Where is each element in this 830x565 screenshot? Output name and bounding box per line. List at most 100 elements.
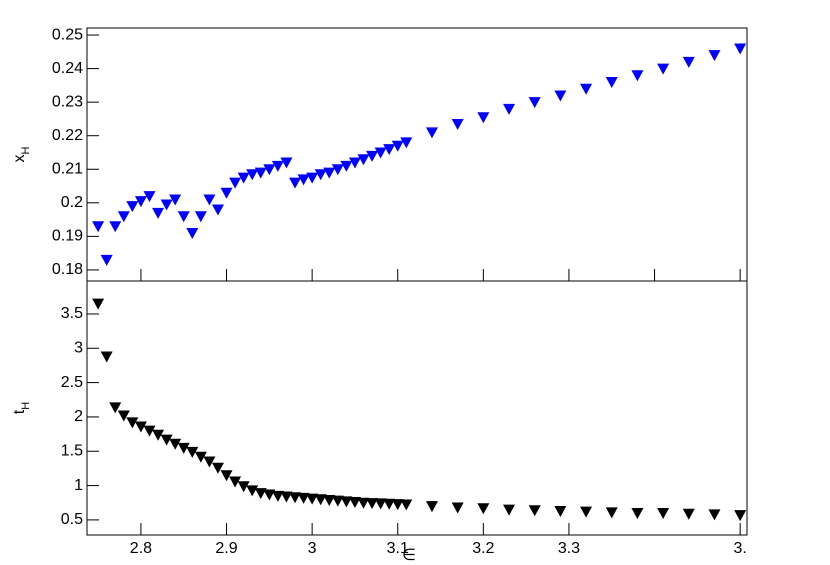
marker — [477, 112, 490, 124]
marker — [314, 494, 327, 506]
y-tick-label: 1 — [74, 477, 83, 494]
marker — [477, 503, 490, 515]
marker — [708, 50, 721, 62]
marker — [203, 456, 216, 468]
y-tick-label: 0.18 — [52, 261, 83, 278]
marker — [169, 194, 182, 206]
marker — [229, 476, 242, 488]
marker — [331, 164, 344, 176]
marker — [194, 211, 207, 223]
marker — [169, 438, 182, 450]
plot-frame — [86, 27, 748, 282]
marker — [605, 507, 618, 519]
y-tick-label: 0.19 — [52, 228, 83, 245]
marker — [391, 140, 404, 152]
marker — [289, 177, 302, 189]
marker — [357, 497, 370, 509]
marker — [92, 221, 105, 233]
marker — [280, 491, 293, 503]
marker — [143, 425, 156, 437]
marker — [605, 77, 618, 89]
marker — [306, 493, 319, 505]
marker — [528, 505, 541, 517]
marker — [425, 127, 438, 139]
marker — [100, 254, 113, 266]
marker — [425, 501, 438, 513]
marker — [580, 83, 593, 95]
x-tick-label: 3 — [308, 540, 317, 557]
marker — [682, 56, 695, 68]
marker — [374, 147, 387, 159]
marker — [92, 298, 105, 310]
marker — [348, 157, 361, 169]
marker — [631, 70, 644, 82]
marker — [503, 103, 516, 115]
marker — [186, 446, 199, 458]
marker — [657, 508, 670, 520]
marker — [383, 498, 396, 510]
marker — [734, 43, 747, 55]
marker — [580, 506, 593, 518]
marker — [682, 508, 695, 520]
marker — [143, 191, 156, 203]
marker — [554, 90, 567, 102]
marker — [400, 137, 413, 149]
marker — [134, 421, 147, 433]
marker — [134, 196, 147, 208]
marker — [306, 172, 319, 184]
y-axis-label-main: x — [11, 154, 28, 162]
marker — [194, 451, 207, 463]
marker — [451, 118, 464, 130]
y-tick-label: 0.5 — [61, 511, 83, 528]
marker — [117, 211, 130, 223]
marker — [280, 157, 293, 169]
marker — [383, 144, 396, 156]
marker — [160, 199, 173, 211]
marker — [400, 499, 413, 511]
x-tick-label: 2.8 — [130, 540, 152, 557]
marker — [126, 417, 139, 429]
marker — [237, 481, 250, 493]
marker — [177, 442, 190, 454]
marker — [297, 492, 310, 504]
x-tick-label: 3. — [733, 540, 746, 557]
x-tick-label: 2.9 — [215, 540, 237, 557]
y-tick-label: 0.25 — [52, 26, 83, 43]
marker — [126, 201, 139, 213]
marker — [271, 490, 284, 502]
marker — [254, 167, 267, 179]
y-tick-label: 3 — [74, 339, 83, 356]
marker — [109, 402, 122, 414]
marker — [323, 494, 336, 506]
marker — [503, 504, 516, 516]
marker — [211, 462, 224, 474]
x-axis-label: ∈ — [402, 547, 416, 564]
marker — [314, 169, 327, 181]
marker — [186, 228, 199, 240]
y-axis-label: xH — [11, 146, 32, 162]
y-tick-label: 0.23 — [52, 93, 83, 110]
marker — [229, 177, 242, 189]
marker — [708, 509, 721, 521]
y-tick-label: 1.5 — [61, 442, 83, 459]
marker — [297, 174, 310, 186]
marker — [100, 351, 113, 363]
y-tick-label: 3.5 — [61, 305, 83, 322]
marker — [263, 164, 276, 176]
marker — [237, 172, 250, 184]
marker — [391, 499, 404, 511]
marker — [323, 167, 336, 179]
marker — [357, 154, 370, 166]
marker — [340, 496, 353, 508]
marker — [657, 63, 670, 75]
marker — [263, 489, 276, 501]
x-tick-label: 3.2 — [472, 540, 494, 557]
y-axis-label: tH — [11, 402, 32, 414]
y-tick-label: 0.2 — [61, 194, 83, 211]
marker — [177, 211, 190, 223]
marker — [734, 510, 747, 522]
y-tick-label: 2 — [74, 408, 83, 425]
marker — [289, 492, 302, 504]
marker — [117, 410, 130, 422]
